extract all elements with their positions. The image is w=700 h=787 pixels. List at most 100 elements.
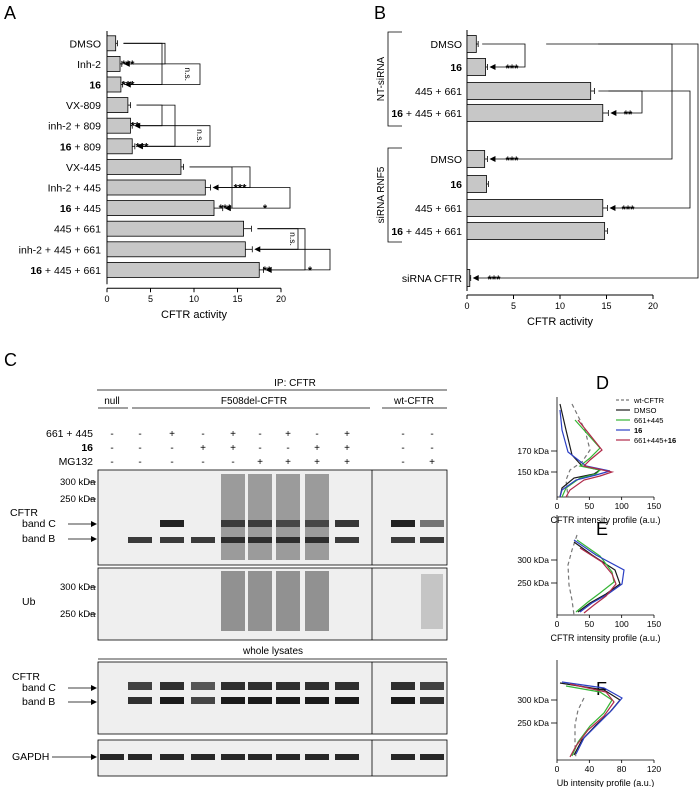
panel-b-arrowhead <box>609 205 616 211</box>
panel-b-category-label: 16 <box>450 179 462 191</box>
blot-mw-label: 300 kDa <box>60 477 96 488</box>
panel-b-category-label: 445 + 661 <box>415 203 462 215</box>
blot-band-c <box>335 682 359 690</box>
blot-condition-sign: + <box>169 429 175 440</box>
panel-b-bar <box>466 150 486 168</box>
panelD-y-tick-label: 150 kDa <box>517 467 549 477</box>
panel-a-bar <box>106 200 215 217</box>
blot-condition-sign: + <box>230 443 236 454</box>
blot-band-b <box>420 537 444 543</box>
panel-b-bar <box>466 175 487 193</box>
legend-entry: wt-CFTR <box>633 396 665 405</box>
blot-band-gapdh <box>420 754 444 760</box>
blot-band-b <box>128 697 152 704</box>
panel-b-bar <box>466 58 487 76</box>
blot-mw-label: 250 kDa <box>60 494 96 505</box>
panel-a-x-tick-label: 0 <box>104 294 109 304</box>
blot-condition-sign: + <box>344 457 350 468</box>
panel-b-group-label-rnf5: siRNA RNF5 <box>376 166 387 223</box>
blot-condition-row-label: 16 <box>81 442 93 454</box>
panel-a-significance-label: n.s. <box>288 232 298 246</box>
blot-arrowhead <box>91 754 97 760</box>
blot-header-null: null <box>104 396 120 407</box>
panelD-series-line <box>565 403 591 498</box>
panel-a-x-axis-label: CFTR activity <box>161 309 228 321</box>
blot-band-b <box>248 697 272 704</box>
panel-a-arrowhead <box>136 143 143 150</box>
panel-a-bar <box>106 76 122 93</box>
panel-a-category-label: DMSO <box>70 38 102 50</box>
blot-band-b <box>335 537 359 543</box>
blot-band-b <box>191 537 215 543</box>
panel-b-bar <box>466 35 477 53</box>
blot-condition-sign: + <box>314 443 320 454</box>
panel-a-category-label: Inh-2 + 445 <box>48 183 102 195</box>
panel-a-arrowhead <box>134 122 141 129</box>
blot-band-c-label: band C <box>22 682 56 694</box>
panel-b-bar <box>466 104 604 122</box>
blot-smear <box>276 474 300 560</box>
blot-condition-sign: - <box>258 443 261 454</box>
blot-condition-row-label: MG132 <box>59 456 94 468</box>
panel-b-bracket <box>482 43 526 68</box>
panelE-y-tick-label: 250 kDa <box>517 578 549 588</box>
blot-band-gapdh <box>191 754 215 760</box>
blot-band-b <box>305 537 329 543</box>
blot-arrowhead <box>91 536 97 542</box>
panel-a-significance-label: *** <box>122 59 136 71</box>
blot-band-b <box>305 697 329 704</box>
blot-whole-lysates-label: whole lysates <box>242 646 303 657</box>
panelF-y-tick-label: 250 kDa <box>517 718 549 728</box>
blot-band-c <box>305 682 329 690</box>
blot-header-f508: F508del-CFTR <box>221 396 287 407</box>
panel-d-profile: 0 50 100 150 CFTR intensity profile (a.u.) 17… <box>517 396 676 525</box>
panel-b-significance-label: *** <box>506 63 520 75</box>
panelF-y-tick-label: 300 kDa <box>517 695 549 705</box>
legend-entry: 661+445 <box>634 416 663 425</box>
panel-b-bracket <box>598 90 643 114</box>
panel-b-significance-label: *** <box>488 274 502 286</box>
blot-band-c <box>335 520 359 527</box>
blot-band-gapdh <box>391 754 415 760</box>
blot-band-c <box>420 682 444 690</box>
panel-a-category-label: inh-2 + 445 + 661 <box>19 244 101 256</box>
panel-a-bar <box>106 261 260 278</box>
blot-smear <box>305 474 329 560</box>
panel-a-significance-label: ** <box>263 265 272 277</box>
blot-band-b <box>160 697 184 704</box>
blot-band-c <box>221 520 245 527</box>
blot-band-gapdh <box>160 754 184 760</box>
panel-a-category-label: 16 + 445 <box>60 203 101 215</box>
panel-b-bar <box>466 222 606 240</box>
blot-band-b <box>391 537 415 543</box>
panel-a-x-tick-label: 10 <box>189 294 199 304</box>
panel-a-category-label: 16 + 809 <box>60 141 101 153</box>
blot-band-c <box>128 682 152 690</box>
panel-a-arrowhead <box>265 266 272 273</box>
blot-band-gapdh <box>221 754 245 760</box>
panel-a-significance-label: *** <box>234 183 248 195</box>
panel-b-bar <box>466 82 592 100</box>
blot-condition-sign: - <box>401 457 404 468</box>
panel-b-category-label: DMSO <box>431 154 463 166</box>
blot-band-c <box>276 520 300 527</box>
blot-condition-sign: - <box>258 429 261 440</box>
blot-condition-sign: + <box>429 457 435 468</box>
blot-condition-sign: - <box>110 443 113 454</box>
blot-condition-sign: + <box>285 429 291 440</box>
blot-band-b <box>160 537 184 543</box>
panel-a-arrowhead <box>123 60 130 67</box>
blot-band-c <box>248 520 272 527</box>
panel-b-group-bracket-rnf5 <box>387 147 402 243</box>
panelE-series-line <box>567 534 578 616</box>
panel-a-significance-label: ** <box>131 121 140 133</box>
panel-a-category-label: inh-2 + 809 <box>48 121 101 133</box>
blot-band-b <box>276 697 300 704</box>
panel-b-x-tick-label: 5 <box>511 301 516 311</box>
legend-entry: DMSO <box>634 406 657 415</box>
panelF-series-line <box>561 681 623 755</box>
panel-a-bar <box>106 241 246 258</box>
panel-a-significance-label: n.s. <box>195 129 205 143</box>
panelF-series-line <box>574 697 585 761</box>
panel-a-bar <box>106 97 129 113</box>
